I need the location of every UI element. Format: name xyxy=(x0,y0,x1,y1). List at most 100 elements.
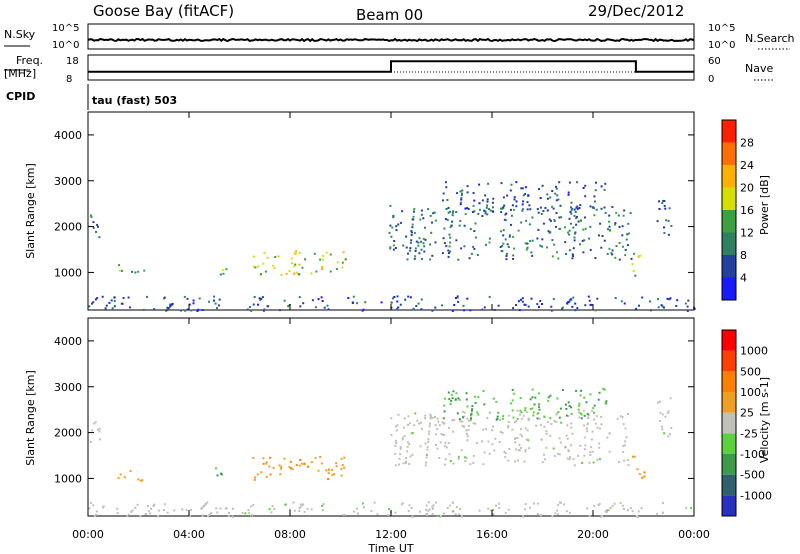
data-cell xyxy=(438,457,441,459)
data-cell xyxy=(448,398,451,401)
data-cell xyxy=(551,255,554,258)
data-cell xyxy=(649,300,651,303)
data-cell xyxy=(253,478,256,481)
colorbar-swatch xyxy=(722,187,736,210)
data-cell xyxy=(464,460,467,463)
data-cell xyxy=(629,212,632,214)
data-cell xyxy=(598,427,601,430)
data-cell xyxy=(497,304,500,307)
data-cell xyxy=(466,191,469,194)
data-cell xyxy=(461,189,464,192)
data-cell xyxy=(254,266,257,269)
data-cell xyxy=(657,306,660,309)
data-cell xyxy=(486,200,489,203)
data-cell xyxy=(507,421,510,423)
data-cell xyxy=(502,415,505,418)
data-cell xyxy=(446,507,449,509)
data-cell xyxy=(225,268,228,271)
data-cell xyxy=(183,295,186,298)
data-cell xyxy=(448,233,451,236)
data-cell xyxy=(502,206,504,209)
data-cell xyxy=(501,207,504,210)
data-cell xyxy=(417,302,420,305)
data-cell xyxy=(398,457,401,460)
data-cell xyxy=(541,184,544,187)
data-cell xyxy=(600,415,603,418)
data-cell xyxy=(335,465,338,468)
data-cell xyxy=(306,507,309,510)
data-cell xyxy=(538,403,540,406)
data-cell xyxy=(593,411,595,414)
data-cell xyxy=(501,417,504,420)
data-cell xyxy=(566,437,569,440)
data-cell xyxy=(669,397,672,400)
data-cell xyxy=(351,301,354,304)
x-tick-label: 00:00 xyxy=(72,528,104,541)
data-cell xyxy=(460,197,463,200)
data-cell xyxy=(399,221,402,224)
data-cell xyxy=(129,470,132,472)
data-cell xyxy=(581,461,584,464)
data-cell xyxy=(558,181,561,184)
data-cell xyxy=(476,442,479,445)
data-cell xyxy=(521,435,523,438)
data-cell xyxy=(404,462,407,465)
data-cell xyxy=(415,305,418,307)
data-cell xyxy=(500,182,503,185)
data-cell xyxy=(130,510,133,513)
data-cell xyxy=(113,305,116,308)
data-cell xyxy=(528,447,531,450)
data-cell xyxy=(551,190,554,192)
data-cell xyxy=(414,412,417,415)
data-cell xyxy=(515,205,518,208)
data-cell xyxy=(444,441,447,444)
data-cell xyxy=(290,467,292,470)
data-cell xyxy=(561,389,564,391)
power-ylabel: Slant Range [km] xyxy=(24,163,37,259)
data-cell xyxy=(434,306,437,309)
data-cell xyxy=(425,453,428,456)
data-cell xyxy=(536,513,539,515)
data-cell xyxy=(420,213,423,216)
data-cell xyxy=(413,232,416,234)
data-cell xyxy=(454,297,457,299)
data-cell xyxy=(162,509,165,511)
data-cell xyxy=(624,248,627,251)
data-cell xyxy=(615,245,618,248)
data-cell xyxy=(658,200,660,203)
data-cell xyxy=(500,230,502,233)
data-cell xyxy=(95,230,97,233)
data-cell xyxy=(602,387,605,390)
data-cell xyxy=(431,309,434,312)
data-cell xyxy=(98,438,101,441)
data-cell xyxy=(536,303,539,306)
data-cell xyxy=(623,444,626,447)
data-cell xyxy=(538,417,541,420)
x-tick-label: 20:00 xyxy=(577,528,609,541)
data-cell xyxy=(637,255,640,258)
data-cell xyxy=(94,298,97,301)
data-cell xyxy=(546,193,549,196)
data-cell xyxy=(541,461,544,464)
data-cell xyxy=(459,190,462,193)
data-cell xyxy=(506,243,509,246)
data-cell xyxy=(394,445,397,447)
data-cell xyxy=(513,421,516,424)
data-cell xyxy=(463,411,466,414)
data-cell xyxy=(456,412,459,415)
nave-tick-bottom: 0 xyxy=(708,74,714,85)
data-cell xyxy=(545,432,548,435)
power-panel-frame xyxy=(87,111,695,311)
data-cell xyxy=(364,301,367,304)
data-cell xyxy=(169,305,172,307)
data-cell xyxy=(473,395,476,398)
data-cell xyxy=(437,420,440,423)
data-cell xyxy=(611,249,614,252)
data-cell xyxy=(357,512,360,515)
data-cell xyxy=(137,478,140,481)
data-cell xyxy=(520,411,523,414)
data-cell xyxy=(390,433,393,436)
data-cell xyxy=(436,447,439,450)
data-cell xyxy=(415,240,418,243)
data-cell xyxy=(570,208,573,211)
